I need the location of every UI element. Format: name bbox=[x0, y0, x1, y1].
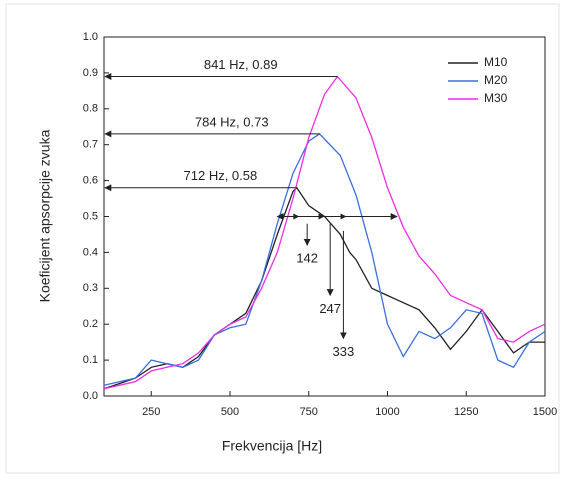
y-tick-label: 0.8 bbox=[83, 103, 98, 115]
legend-label: M10 bbox=[484, 55, 508, 69]
peak-label: 712 Hz, 0.58 bbox=[184, 168, 258, 183]
legend-label: M30 bbox=[484, 91, 508, 105]
frame bbox=[5, 3, 560, 474]
bandwidth-arrowhead bbox=[340, 213, 347, 220]
y-tick-label: 0.9 bbox=[83, 67, 98, 79]
peak-label: 841 Hz, 0.89 bbox=[204, 57, 278, 72]
x-tick-label: 1000 bbox=[375, 406, 399, 418]
y-tick-label: 0.0 bbox=[83, 390, 98, 402]
x-tick-label: 1250 bbox=[454, 406, 478, 418]
legend-label: M20 bbox=[484, 73, 508, 87]
series-line bbox=[103, 186, 545, 390]
drop-label: 247 bbox=[319, 301, 341, 316]
x-tick-label: 250 bbox=[142, 406, 160, 418]
y-tick-label: 0.4 bbox=[83, 246, 98, 258]
x-axis-label: Frekvencija [Hz] bbox=[222, 438, 322, 454]
y-tick-label: 1.0 bbox=[83, 31, 98, 43]
series-line bbox=[103, 133, 546, 386]
bandwidth-arrowhead bbox=[318, 213, 325, 220]
drop-label: 142 bbox=[296, 251, 318, 266]
y-tick-label: 0.5 bbox=[83, 210, 98, 222]
x-tick-label: 750 bbox=[300, 406, 318, 418]
series-line bbox=[103, 75, 546, 390]
x-tick-label: 1500 bbox=[533, 406, 557, 418]
y-tick-label: 0.7 bbox=[83, 139, 98, 151]
y-axis-label: Koeficijent apsorpcije zvuka bbox=[37, 129, 53, 302]
x-tick-label: 500 bbox=[221, 406, 239, 418]
peak-label: 784 Hz, 0.73 bbox=[195, 114, 269, 129]
y-tick-label: 0.6 bbox=[83, 175, 98, 187]
bandwidth-arrowhead bbox=[293, 213, 300, 220]
y-tick-label: 0.3 bbox=[83, 282, 98, 294]
y-tick-label: 0.2 bbox=[83, 318, 98, 330]
y-tick-label: 0.1 bbox=[83, 354, 98, 366]
drop-label: 333 bbox=[333, 344, 355, 359]
